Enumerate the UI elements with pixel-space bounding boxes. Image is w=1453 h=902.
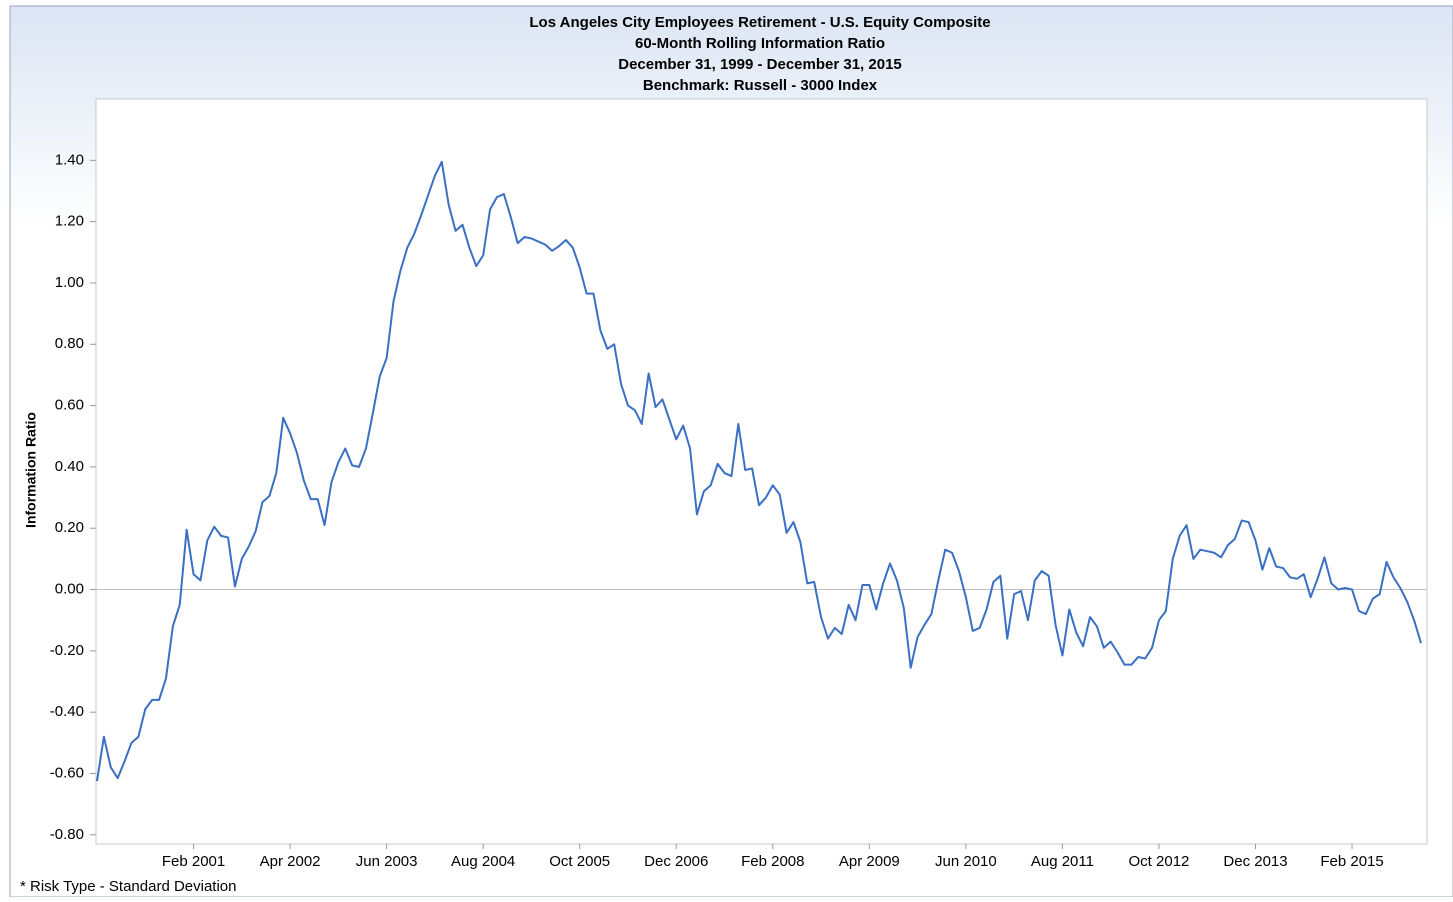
- x-tick-label: Jun 2003: [356, 853, 418, 870]
- y-tick-label: -0.40: [50, 703, 84, 720]
- x-tick-label: Aug 2011: [1031, 853, 1094, 870]
- y-tick-label: 1.00: [55, 274, 84, 291]
- y-tick-label: -0.20: [50, 642, 84, 659]
- chart-title: Los Angeles City Employees Retirement - …: [529, 14, 990, 31]
- x-tick-label: Dec 2013: [1223, 853, 1287, 870]
- y-tick-label: 0.20: [55, 519, 84, 536]
- y-axis-label: Information Ratio: [23, 412, 39, 528]
- x-tick-label: Apr 2009: [839, 853, 900, 870]
- data-line: [96, 160, 1422, 782]
- y-tick-label: -0.80: [50, 826, 84, 843]
- y-tick-label: 0.40: [55, 458, 84, 475]
- footnote: * Risk Type - Standard Deviation: [20, 878, 237, 895]
- chart-subtitle: December 31, 1999 - December 31, 2015: [618, 56, 902, 73]
- x-tick-label: Feb 2008: [741, 853, 804, 870]
- y-tick-label: 0.80: [55, 335, 84, 352]
- x-tick-label: Jun 2010: [935, 853, 997, 870]
- y-tick-label: 1.20: [55, 213, 84, 230]
- y-tick-label: -0.60: [50, 764, 84, 781]
- x-tick-label: Feb 2001: [162, 853, 225, 870]
- chart-subtitle: Benchmark: Russell - 3000 Index: [643, 77, 878, 94]
- x-tick-label: Oct 2005: [549, 853, 610, 870]
- x-tick-label: Oct 2012: [1129, 853, 1190, 870]
- x-tick-label: Feb 2015: [1320, 853, 1383, 870]
- x-tick-label: Apr 2002: [260, 853, 321, 870]
- y-tick-label: 0.60: [55, 397, 84, 414]
- y-tick-label: 1.40: [55, 151, 84, 168]
- x-tick-label: Dec 2006: [644, 853, 708, 870]
- x-tick-label: Aug 2004: [451, 853, 515, 870]
- plot-area: [95, 98, 1428, 845]
- chart-subtitle: 60-Month Rolling Information Ratio: [635, 35, 885, 52]
- y-tick-label: 0.00: [55, 581, 84, 598]
